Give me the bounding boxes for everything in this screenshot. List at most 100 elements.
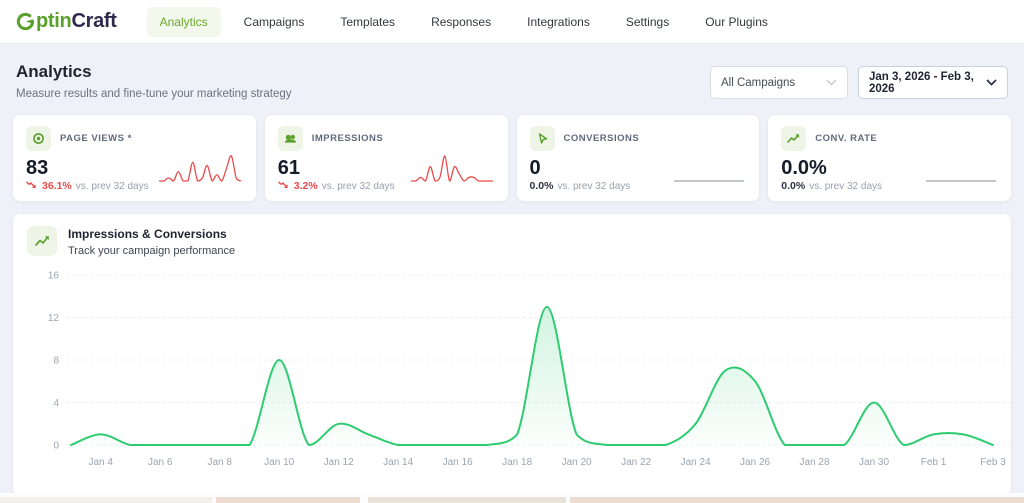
stat-card-impressions: IMPRESSIONS 61 3.2% vs. prev 32 days [263, 114, 509, 202]
campaign-select[interactable]: All Campaigns [710, 66, 848, 99]
stat-delta: 3.2% vs. prev 32 days [278, 180, 395, 192]
x-axis-tick-label: Jan 30 [859, 457, 889, 468]
stat-label: IMPRESSIONS [311, 133, 384, 144]
stat-delta: 0.0% vs. prev 32 days [530, 180, 631, 192]
stat-card-footer: 0.0% vs. prev 32 days [781, 157, 1000, 192]
top-nav: ptin Craft Analytics Campaigns Templates Res… [0, 0, 1024, 44]
stat-card-header: IMPRESSIONS [277, 126, 495, 151]
x-axis-tick-label: Jan 24 [681, 457, 711, 468]
nav-item-campaigns[interactable]: Campaigns [243, 14, 305, 29]
y-axis-tick-label: 12 [48, 313, 60, 324]
y-axis-tick-label: 8 [53, 356, 59, 367]
campaign-select-value: All Campaigns [721, 76, 796, 89]
stat-delta: 0.0% vs. prev 32 days [781, 180, 882, 192]
flat-sparkline [670, 157, 748, 192]
chart-card-header: Impressions & Conversions Track your cam… [27, 226, 997, 257]
stat-value: 61 [277, 157, 300, 179]
brand-circle-g-icon [16, 12, 35, 31]
main-nav: Analytics Campaigns Templates Responses Inte… [146, 6, 781, 37]
x-axis-tick-label: Jan 26 [740, 457, 770, 468]
trend-up-icon [27, 226, 57, 256]
cursor-icon [529, 126, 555, 151]
stat-label: CONV. RATE [815, 133, 878, 144]
page-title: Analytics [16, 62, 92, 81]
stat-card-header: CONVERSIONS [529, 126, 747, 151]
trend-down-icon [26, 180, 38, 192]
stat-value: 0 [529, 157, 541, 179]
next-section-peek [0, 493, 1024, 503]
stat-delta-value: 0.0% [529, 180, 554, 192]
nav-item-analytics[interactable]: Analytics [146, 6, 221, 37]
stat-label: CONVERSIONS [563, 133, 640, 144]
y-axis-tick-label: 4 [53, 398, 59, 409]
stat-value: 83 [26, 157, 49, 179]
brand-name-dark: Craft [71, 10, 117, 32]
x-axis-tick-label: Jan 8 [207, 457, 232, 468]
trend-up-icon [781, 126, 807, 151]
flat-sparkline [922, 157, 1000, 192]
audience-icon [277, 126, 303, 151]
nav-item-templates[interactable]: Templates [340, 14, 396, 29]
date-range-picker[interactable]: Jan 3, 2026 - Feb 3, 2026 [858, 66, 1008, 99]
page-header-text: Analytics Measure results and fine-tune … [16, 62, 292, 100]
stat-card-header: PAGE VIEWS * [26, 126, 243, 151]
stat-compare-label: vs. prev 32 days [557, 180, 631, 192]
stat-compare-label: vs. prev 32 days [75, 180, 149, 192]
stat-cards-row: PAGE VIEWS * 83 36.1% vs. prev 32 days IMPRE… [12, 114, 1012, 202]
chevron-down-icon [826, 77, 837, 89]
sparkline-chart [407, 151, 497, 192]
chart-title: Impressions & Conversions [68, 227, 227, 241]
x-axis-tick-label: Jan 14 [383, 457, 413, 468]
x-axis-tick-label: Feb 1 [921, 457, 947, 468]
x-axis-tick-label: Jan 12 [324, 457, 354, 468]
logo[interactable]: ptin Craft [16, 10, 117, 33]
y-axis-tick-label: 0 [53, 441, 59, 452]
stat-delta-value: 3.2% [293, 180, 318, 192]
peek-segment [570, 497, 1024, 503]
x-axis-tick-label: Jan 22 [621, 457, 651, 468]
content-area: Analytics Measure results and fine-tune … [0, 44, 1024, 496]
x-axis-tick-label: Jan 16 [443, 457, 473, 468]
peek-segment [368, 497, 566, 503]
header-controls: All Campaigns Jan 3, 2026 - Feb 3, 2026 [710, 66, 1008, 99]
x-axis-tick-label: Feb 3 [980, 457, 1006, 468]
stat-card-conv-rate: CONV. RATE 0.0% 0.0% vs. prev 32 days [767, 114, 1012, 202]
chart-subtitle: Track your campaign performance [68, 245, 236, 257]
nav-item-settings[interactable]: Settings [625, 14, 670, 29]
stat-label: PAGE VIEWS * [60, 133, 132, 144]
page-subtitle: Measure results and fine-tune your marke… [16, 88, 292, 100]
date-range-value: Jan 3, 2026 - Feb 3, 2026 [869, 70, 974, 95]
peek-segment [216, 497, 360, 503]
stat-delta: 36.1% vs. prev 32 days [26, 180, 149, 192]
x-axis-tick-label: Jan 20 [562, 457, 592, 468]
x-axis-tick-label: Jan 4 [89, 457, 114, 468]
chart-card-titles: Impressions & Conversions Track your cam… [68, 226, 235, 257]
area-chart: 0 4 8 12 16 Jan 4 Jan 6 Jan 8 Jan 10 Jan 12 Jan 14… [27, 259, 1013, 492]
y-axis-tick-label: 16 [48, 271, 60, 282]
stat-card-footer: 3.2% vs. prev 32 days [278, 151, 497, 192]
eye-icon [26, 126, 51, 151]
stat-delta-value: 36.1% [42, 180, 72, 192]
stat-compare-label: vs. prev 32 days [809, 180, 882, 192]
stat-card-header: CONV. RATE [781, 126, 998, 151]
stat-value: 0.0% [781, 157, 827, 179]
stat-card-footer: 36.1% vs. prev 32 days [26, 151, 245, 192]
stat-card-conversions: CONVERSIONS 0 0.0% vs. prev 32 days [515, 114, 761, 202]
chart-card: Impressions & Conversions Track your cam… [12, 213, 1013, 496]
stat-card-footer: 0.0% vs. prev 32 days [530, 157, 749, 192]
stat-card-page-views: PAGE VIEWS * 83 36.1% vs. prev 32 days [12, 114, 257, 202]
nav-item-responses[interactable]: Responses [431, 14, 492, 29]
stat-compare-label: vs. prev 32 days [321, 180, 395, 192]
trend-down-icon [278, 180, 290, 192]
page-header: Analytics Measure results and fine-tune … [12, 56, 1012, 114]
sparkline-chart [155, 151, 245, 192]
peek-segment [0, 497, 212, 503]
nav-item-our-plugins[interactable]: Our Plugins [705, 14, 768, 29]
x-axis-tick-label: Jan 6 [148, 457, 173, 468]
x-axis-tick-label: Jan 28 [800, 457, 830, 468]
x-axis-tick-label: Jan 10 [264, 457, 294, 468]
x-axis-tick-label: Jan 18 [502, 457, 532, 468]
chevron-down-icon [986, 77, 997, 89]
nav-item-integrations[interactable]: Integrations [527, 14, 590, 29]
